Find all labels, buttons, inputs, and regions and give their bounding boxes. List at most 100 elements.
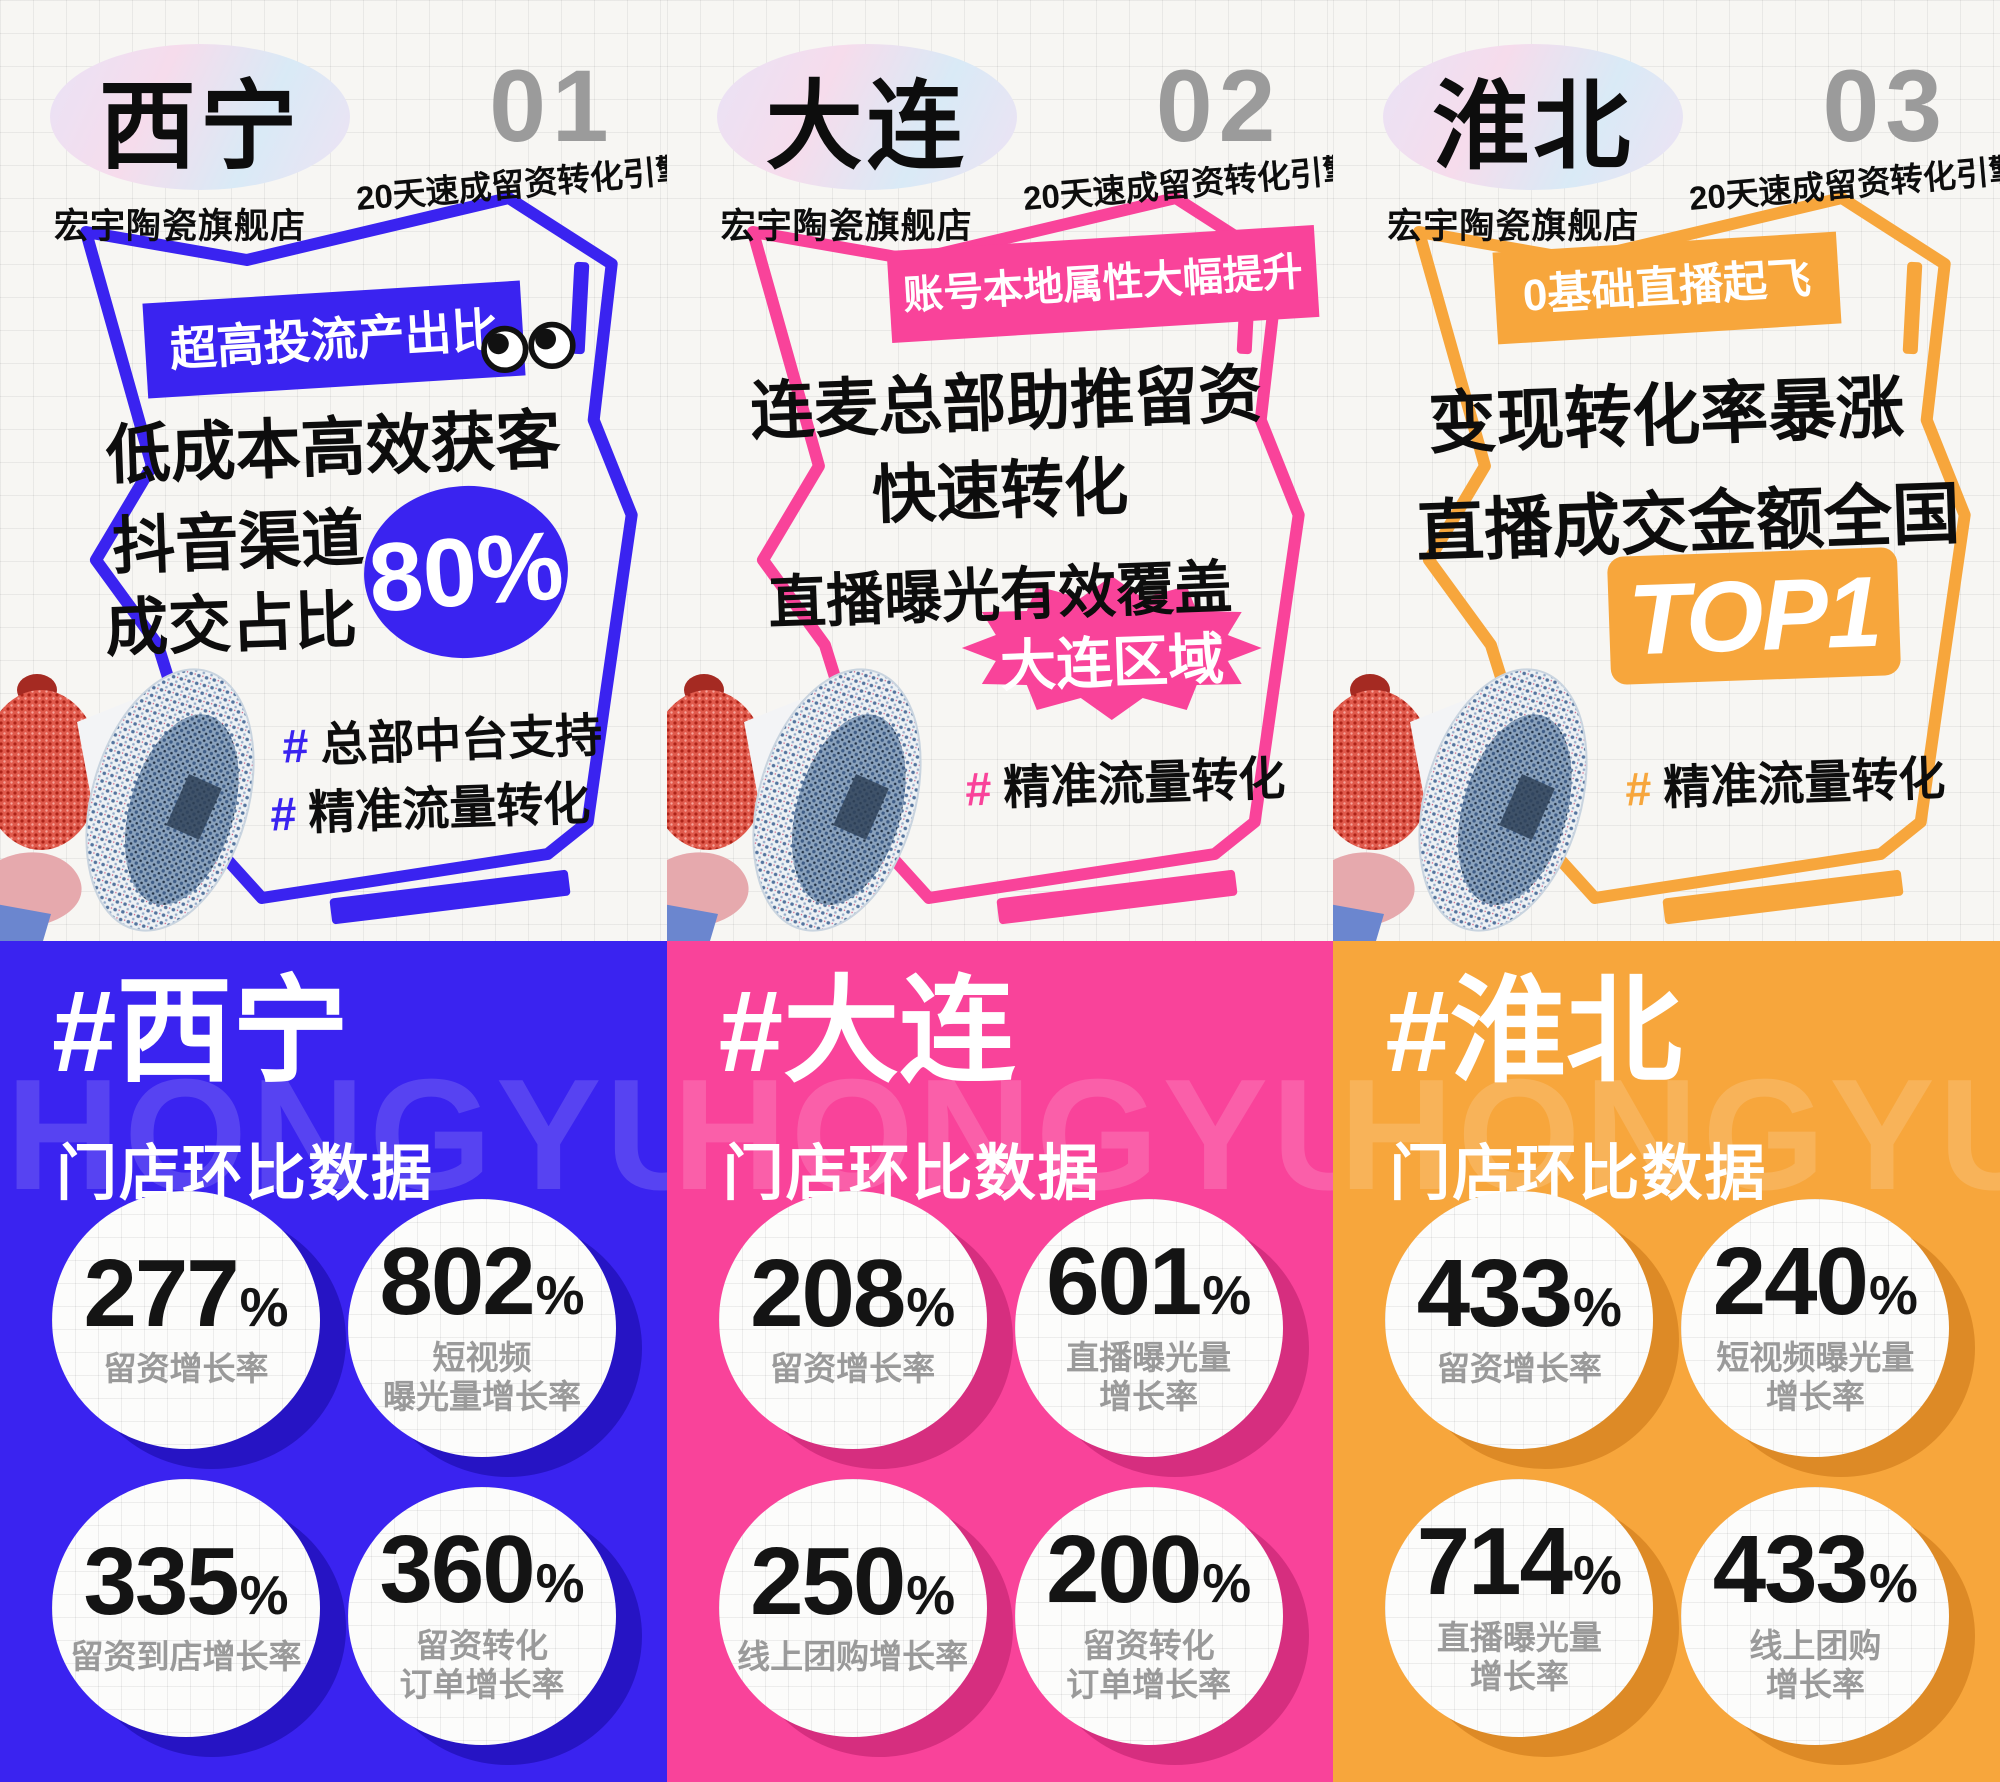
speech-frame xyxy=(746,192,1305,904)
panel-city: 大连 xyxy=(783,966,1016,1096)
stat-unit: % xyxy=(535,1264,585,1327)
stat-unit: % xyxy=(1202,1264,1252,1327)
stat-label: 留资转化 订单增长率 xyxy=(1066,1626,1232,1704)
stat-label: 留资增长率 xyxy=(770,1350,936,1388)
hashtag-text: 精准流量转化 xyxy=(1002,751,1286,815)
stat-label: 线上团购增长率 xyxy=(737,1638,969,1676)
city-pill: 大连 xyxy=(716,44,1017,190)
stat-unit: % xyxy=(1868,1552,1918,1615)
megaphone-image xyxy=(1333,668,1588,941)
stat-unit: % xyxy=(906,1276,956,1338)
stat-circle: 601% 直播曝光量 增长率 xyxy=(1014,1199,1283,1457)
eyes-icon xyxy=(481,321,576,374)
burst-shape xyxy=(961,576,1262,720)
city-name: 淮北 xyxy=(1432,71,1635,181)
stat-circle: 335% 留资到店增长率 xyxy=(52,1479,320,1737)
store-name: 宏宇陶瓷旗舰店 xyxy=(1387,207,1640,246)
hash-icon: # xyxy=(52,966,117,1096)
stat-circle: 714% 直播曝光量 增长率 xyxy=(1385,1479,1654,1737)
hashtag-text: 精准流量转化 xyxy=(307,776,592,840)
watermark: HONGYU xyxy=(1339,1047,2000,1223)
stat-unit: % xyxy=(239,1276,289,1338)
panel-subtitle: 门店环比数据 xyxy=(1389,1139,1768,1207)
stat-label: 留资增长率 xyxy=(103,1350,269,1388)
stat-unit: % xyxy=(906,1564,956,1626)
store-name: 宏宇陶瓷旗舰店 xyxy=(720,207,973,246)
poster-number: 01 xyxy=(489,49,615,163)
hash-icon: # xyxy=(281,718,310,773)
stat-label: 短视频曝光量增长率 xyxy=(383,1338,581,1416)
stat-circle: 240% 短视频曝光量 增长率 xyxy=(1681,1199,1950,1457)
poster-top: 西宁 01 宏宇陶瓷旗舰店 20天速成留资转化引擎 超高投流产出比 低成本高效获… xyxy=(0,0,667,941)
city-name: 大连 xyxy=(765,71,968,181)
stat-value: 250 xyxy=(750,1528,906,1635)
stat-label: 线上团购增长率 xyxy=(1749,1626,1882,1704)
stat-label: 留资到店增长率 xyxy=(70,1638,302,1676)
store-name: 宏宇陶瓷旗舰店 xyxy=(54,207,307,246)
stat-unit: % xyxy=(1572,1276,1622,1338)
stat-value: 433 xyxy=(1416,1240,1573,1347)
headline-line-1: 变现转化率暴涨 xyxy=(1427,369,1906,463)
stat-circle: 433% 留资增长率 xyxy=(1385,1191,1654,1449)
watermark: HONGYU xyxy=(672,1047,1334,1223)
poster-top: 淮北 03 宏宇陶瓷旗舰店 20天速成留资转化引擎 0基础直播起飞 变现转化率暴… xyxy=(1333,0,2000,941)
headline-line-2: 快速转化 xyxy=(870,450,1130,532)
stat-label: 留资转化 订单增长率 xyxy=(399,1626,565,1704)
poster-number: 03 xyxy=(1822,49,1948,163)
speech-frame xyxy=(1413,192,1971,904)
poster-column-xining: 西宁 01 宏宇陶瓷旗舰店 20天速成留资转化引擎 超高投流产出比 低成本高效获… xyxy=(0,0,667,1782)
hashtag-item: # 精准流量转化 xyxy=(964,739,1286,819)
panel-city: 西宁 xyxy=(116,966,349,1096)
poster-top: 大连 02 宏宇陶瓷旗舰店 20天速成留资转化引擎 账号本地属性大幅提升 连麦总… xyxy=(666,0,1334,941)
panel-title: #淮北 xyxy=(1385,970,1682,1093)
stat-circle: 433% 线上团购 增长率 xyxy=(1681,1487,1950,1745)
stat-value: 208 xyxy=(750,1240,906,1347)
stat-label: 直播曝光量 增长率 xyxy=(1066,1338,1232,1416)
data-panel: HONGYU #大连 门店环比数据 208% 留资增长率 601% 直播曝光量增… xyxy=(666,941,1334,1782)
watermark: HONGYU xyxy=(6,1047,667,1223)
hashtag-text: 精准流量转化 xyxy=(1662,751,1947,815)
hashtag-item: # 精准流量转化 xyxy=(269,764,591,844)
stat-unit: % xyxy=(1868,1264,1918,1327)
poster-number: 02 xyxy=(1155,49,1282,163)
hashtag-item: # 总部中台支持 xyxy=(281,696,603,776)
city-pill: 淮北 xyxy=(1383,44,1684,190)
stat-circle: 360% 留资转化 订单增长率 xyxy=(348,1487,616,1745)
poster-column-huaibei: 淮北 03 宏宇陶瓷旗舰店 20天速成留资转化引擎 0基础直播起飞 变现转化率暴… xyxy=(1333,0,2000,1782)
panel-title: #西宁 xyxy=(52,970,349,1093)
stat-value: 433 xyxy=(1712,1516,1869,1624)
headline: 低成本高效获客 xyxy=(104,403,562,492)
hash-icon: # xyxy=(1624,761,1653,816)
panel-city: 淮北 xyxy=(1449,966,1682,1096)
stat-value: 714 xyxy=(1416,1508,1573,1616)
stat-unit: % xyxy=(535,1552,585,1615)
city-name: 西宁 xyxy=(99,71,301,181)
hash-icon: # xyxy=(718,966,784,1096)
stat-value: 335 xyxy=(83,1528,239,1635)
stat-unit: % xyxy=(1572,1544,1622,1607)
poster-column-dalian: 大连 02 宏宇陶瓷旗舰店 20天速成留资转化引擎 账号本地属性大幅提升 连麦总… xyxy=(666,0,1334,1782)
top1-badge: TOP1 xyxy=(1607,546,1902,686)
stat-label: 短视频曝光量增长率 xyxy=(1716,1338,1915,1416)
megaphone-image xyxy=(0,668,255,941)
stat-value: 240 xyxy=(1712,1228,1869,1336)
stat-value: 601 xyxy=(1046,1228,1202,1336)
stat-value: 200 xyxy=(1046,1516,1202,1624)
stat-unit: % xyxy=(1202,1552,1252,1615)
panel-subtitle: 门店环比数据 xyxy=(56,1139,435,1207)
stat-label: 留资增长率 xyxy=(1436,1350,1602,1388)
hashtag-text: 总部中台支持 xyxy=(319,708,604,772)
panel-title: #大连 xyxy=(719,970,1016,1093)
hashtag-item: # 精准流量转化 xyxy=(1624,739,1947,819)
stat-label: 直播曝光量 增长率 xyxy=(1436,1618,1602,1696)
stat-circle: 208% 留资增长率 xyxy=(718,1191,987,1449)
stat-unit: % xyxy=(239,1564,289,1626)
stat-circle: 277% 留资增长率 xyxy=(52,1191,320,1449)
data-panel: HONGYU #淮北 门店环比数据 433% 留资增长率 240% 短视频曝光量… xyxy=(1333,941,2000,1782)
stat-value: 802 xyxy=(379,1228,535,1336)
city-pill: 西宁 xyxy=(50,44,350,190)
hash-icon: # xyxy=(1385,966,1450,1096)
stat-circle: 802% 短视频 曝光量增长率 xyxy=(348,1199,616,1457)
stat-value: 360 xyxy=(379,1516,535,1624)
